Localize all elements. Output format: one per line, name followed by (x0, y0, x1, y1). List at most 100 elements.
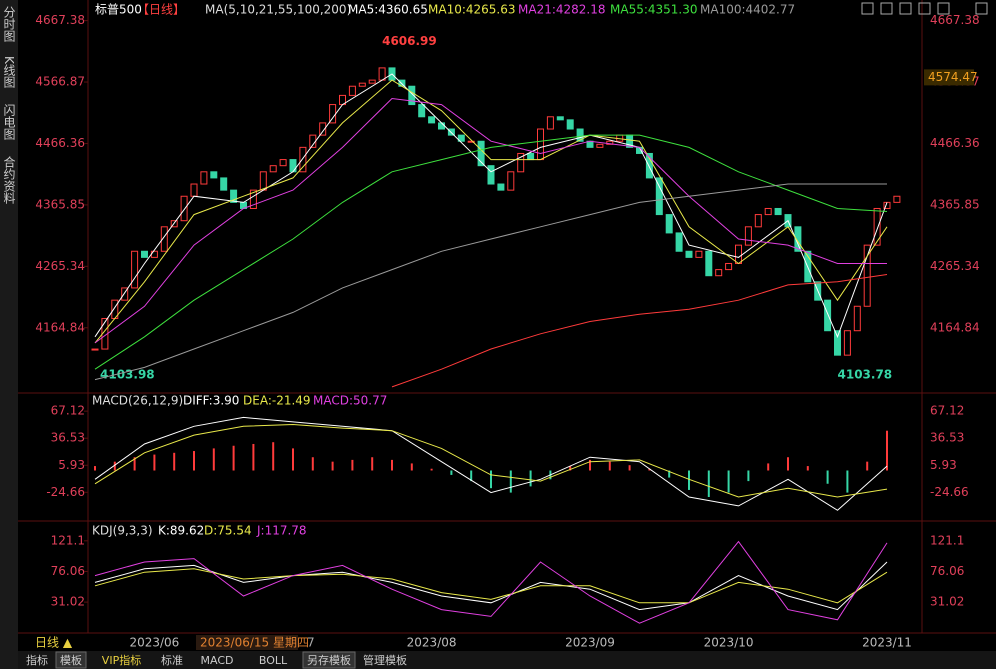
window-icons (861, 2, 988, 15)
icon[interactable] (918, 2, 931, 15)
y-tick-label: 5.93 (930, 458, 957, 472)
y-tick-label: -24.66 (46, 485, 85, 499)
candle-body (190, 183, 198, 197)
candle-body (655, 177, 663, 216)
x-tick-label: 2023/11 (862, 636, 912, 650)
ma-label: MA(5,10,21,55,100,200) (205, 3, 351, 17)
tab[interactable] (302, 651, 356, 669)
candle-body (269, 165, 277, 173)
candle-body (843, 330, 851, 356)
candle-body (210, 171, 218, 179)
candle-body (685, 250, 693, 258)
icon[interactable] (937, 2, 950, 15)
legend-entry: K:89.62 (158, 524, 204, 538)
indicator-line (94, 183, 887, 381)
legend-entry: MACD:50.77 (313, 394, 387, 408)
tab-label[interactable]: 管理模板 (363, 653, 407, 667)
cursor-date: 2023/06/15 星期四 (200, 636, 309, 650)
candle-body (358, 82, 366, 87)
y-tick-label: 4365.85 (35, 197, 85, 211)
candle-body (141, 250, 148, 258)
candle-body (893, 195, 901, 203)
legend-entry: MA5:4360.65 (348, 3, 428, 17)
y-tick-label: 4667.38 (35, 13, 85, 27)
icon[interactable] (975, 2, 988, 15)
annotation: 4103.78 (838, 368, 893, 382)
chart-title: 标普500 (95, 3, 142, 17)
candle-body (853, 305, 861, 332)
y-tick-label: 31.02 (51, 595, 85, 609)
y-tick-label: 36.53 (930, 431, 964, 445)
period: 【日线】 (137, 3, 185, 17)
candle-body (348, 85, 356, 96)
indicator-line (94, 134, 888, 370)
y-tick-label: 67.12 (51, 404, 85, 418)
legend-entry: DIFF:3.90 (183, 394, 239, 408)
sidebar-tab[interactable]: 合约资料 (2, 155, 16, 204)
panel-title: MACD(26,12,9) (92, 394, 183, 408)
sidebar-tab[interactable]: 闪电图 (2, 104, 16, 140)
tab-label[interactable]: 另存模板 (307, 653, 351, 667)
y-tick-label: 4466.36 (35, 136, 85, 150)
candle-body (725, 262, 733, 271)
candle-body (665, 214, 673, 234)
period-switch[interactable]: 日线 ▲ (35, 636, 73, 650)
candle-body (863, 244, 871, 307)
y-tick-label: -24.66 (930, 485, 969, 499)
legend-entry: D:75.54 (204, 524, 252, 538)
candle-body (507, 171, 515, 191)
x-tick-label: 2023/10 (704, 636, 754, 650)
candle-body (754, 214, 762, 228)
tab[interactable] (55, 651, 87, 669)
candle-body (457, 134, 465, 142)
y-tick-label: 67.12 (930, 404, 964, 418)
legend-entry: MA10:4265.63 (428, 3, 516, 17)
candle-body (418, 104, 426, 118)
candle-body (160, 226, 168, 252)
candle-body (546, 116, 554, 130)
tab-label[interactable]: VIP指标 (102, 653, 141, 667)
candle-body (131, 250, 139, 289)
candle-body (824, 299, 832, 332)
candle-body (279, 159, 287, 167)
y-tick-label: 4164.84 (930, 320, 980, 334)
legend-entry: DEA:-21.49 (243, 394, 311, 408)
candle-body (200, 171, 208, 185)
sidebar-tab[interactable]: K线图 (2, 56, 16, 88)
sidebar-tab[interactable]: 分时图 (2, 6, 16, 42)
indicator-line (94, 73, 888, 339)
y-tick-label: 4164.84 (35, 320, 85, 334)
y-tick-label: 76.06 (51, 564, 85, 578)
icon[interactable] (880, 2, 893, 15)
icon[interactable] (861, 2, 874, 15)
candle-body (705, 250, 713, 277)
candle-body (566, 119, 574, 130)
y-tick-label: 36.53 (51, 431, 85, 445)
legend-entry: MA100:4402.77 (700, 3, 795, 17)
candle-body (537, 128, 544, 161)
candle-body (873, 207, 881, 246)
tab-label[interactable]: 指标 (26, 653, 48, 667)
candle-body (249, 189, 257, 209)
candle-body (715, 269, 723, 277)
tab-label[interactable]: 模板 (60, 653, 82, 667)
x-tick-label: 2023/06 (129, 636, 179, 650)
candle-body (883, 201, 891, 209)
tab-label[interactable]: MACD (201, 654, 234, 667)
tab-label[interactable]: BOLL (259, 654, 288, 667)
candle-body (834, 330, 841, 356)
legend-entry: MA55:4351.30 (610, 3, 698, 17)
y-tick-label: 4365.85 (930, 197, 980, 211)
candle-body (408, 85, 416, 106)
candle-body (744, 226, 752, 246)
y-tick-label: 121.1 (51, 533, 85, 547)
y-tick-label: 4265.34 (930, 259, 980, 273)
sidebar (0, 0, 18, 669)
candle-body (645, 152, 653, 179)
y-tick-label: 31.02 (930, 595, 964, 609)
tab-label[interactable]: 标准 (161, 653, 183, 667)
candle-body (764, 207, 772, 216)
candle-body (774, 207, 782, 216)
icon[interactable] (899, 2, 912, 15)
